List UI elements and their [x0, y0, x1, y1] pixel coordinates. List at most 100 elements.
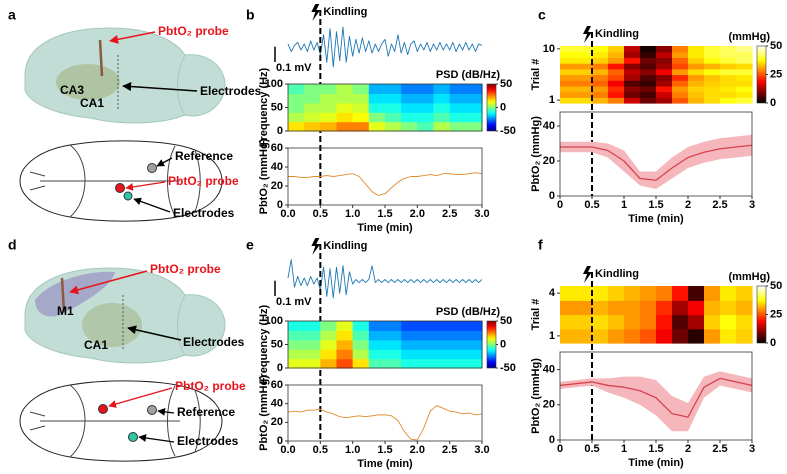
region-label: CA3 — [60, 83, 84, 97]
y-tick-label: 50 — [271, 101, 283, 113]
heatmap-cell — [336, 102, 354, 113]
y-axis-label: PbtO₂ (mmHg) — [258, 138, 270, 214]
heatmap-cell — [592, 328, 609, 344]
heatmap-cell — [433, 358, 451, 369]
heatmap-cell — [656, 314, 673, 330]
heatmap-cell — [417, 121, 435, 132]
heatmap-cell — [704, 74, 721, 81]
heatmap-cell — [560, 80, 577, 87]
heatmap-cell — [736, 46, 753, 53]
heatmap-cell — [449, 321, 467, 331]
heatmap-cell — [560, 91, 577, 98]
heatmap-cell — [608, 328, 625, 344]
error-band — [560, 371, 752, 432]
heatmap-cell — [688, 314, 705, 330]
heatmap-cell — [465, 330, 483, 341]
heatmap-cell — [640, 46, 657, 53]
heatmap-cell — [624, 46, 641, 53]
heatmap-cell — [736, 57, 753, 64]
x-tick-label: 2 — [685, 199, 691, 211]
heatmap-cell — [688, 97, 705, 104]
lightning-icon — [311, 238, 321, 255]
heatmap-cell — [720, 328, 737, 344]
heatmap-cell — [656, 328, 673, 344]
heatmap-cell — [368, 102, 386, 113]
electrodes-label: Electrodes — [177, 434, 239, 448]
heatmap-cell — [736, 97, 753, 104]
heatmap-cell — [336, 358, 354, 369]
heatmap-cell — [672, 97, 689, 104]
heatmap-cell — [433, 121, 451, 132]
heatmap-cell — [608, 68, 625, 76]
heatmap-cell — [465, 121, 483, 132]
y-axis-label: PbtO₂ (mmHg) — [258, 375, 270, 451]
colorbar — [486, 83, 497, 132]
x-tick-label: 2.5 — [442, 444, 457, 456]
probe-label: PbtO₂ probe — [175, 379, 246, 393]
data-line — [287, 259, 483, 299]
sagittal-brain: PbtO₂ probe CA3 CA1 Electrodes — [24, 24, 262, 124]
heatmap-cell — [688, 46, 705, 53]
colorbar-label: PSD (dB/Hz) — [436, 306, 501, 318]
heatmap-cell — [320, 121, 338, 132]
heatmap-cell — [320, 102, 338, 113]
heatmap-cell — [592, 68, 609, 76]
heatmap-cell — [449, 93, 467, 104]
heatmap-cell — [688, 63, 705, 70]
heatmap-cell — [560, 300, 577, 316]
heatmap-cell — [449, 358, 467, 369]
event-label: Kindling — [323, 6, 367, 18]
heatmap-cell — [401, 112, 418, 123]
colorbar-tick-label: 25 — [770, 68, 782, 80]
region-label: M1 — [57, 304, 74, 318]
heatmap-cell — [624, 57, 641, 64]
heatmap-cell — [592, 63, 609, 70]
heatmap-cell — [672, 74, 689, 81]
heatmap-cell — [656, 46, 673, 53]
heatmap-cell — [385, 102, 402, 113]
colorbar-tick-label: 0 — [500, 101, 506, 113]
heatmap-cell — [320, 330, 338, 341]
heatmap-cell — [624, 63, 641, 70]
heatmap-cell — [704, 57, 721, 64]
heatmap-cell — [624, 51, 641, 58]
data-line — [560, 144, 753, 181]
heatmap-cell — [624, 85, 641, 93]
heatmap-cell — [656, 68, 673, 76]
heatmap-cell — [368, 330, 386, 341]
heatmap-cell — [736, 91, 753, 98]
heatmap-cell — [417, 93, 435, 104]
heatmap-cell — [624, 68, 641, 76]
heatmap-cell — [688, 68, 705, 76]
x-tick-label: 1.5 — [377, 208, 392, 220]
heatmap-cell — [465, 93, 483, 104]
heatmap-cell — [385, 93, 402, 104]
heatmap-cell — [304, 84, 321, 94]
heatmap-cell — [368, 93, 386, 104]
y-tick-label: 40 — [271, 398, 283, 410]
probe-label: PbtO₂ probe — [158, 24, 229, 38]
x-tick-label: 2.0 — [410, 208, 425, 220]
heatmap-cell — [592, 314, 609, 330]
dorsal-brain: Reference PbtO₂ probe Electrodes — [19, 140, 239, 222]
heatmap-cell — [352, 349, 370, 360]
heatmap-cell — [560, 328, 577, 344]
heatmap-cell — [688, 80, 705, 87]
heatmap-cell — [736, 68, 753, 76]
heatmap-cell — [368, 121, 386, 132]
heatmap-cell — [720, 63, 737, 70]
heatmap-cell — [720, 80, 737, 87]
heatmap-cell — [401, 321, 418, 331]
y-tick-label: 1 — [549, 94, 555, 106]
heatmap-cell — [688, 57, 705, 64]
heatmap-cell — [592, 91, 609, 98]
heatmap-cell — [720, 68, 737, 76]
heatmap-cell — [433, 321, 451, 331]
heatmap-cell — [352, 330, 370, 341]
y-axis-label: Trial # — [530, 299, 542, 331]
x-tick-label: 3.0 — [474, 208, 489, 220]
panel-label: d — [8, 237, 17, 253]
heatmap-cell — [736, 63, 753, 70]
heatmap-cell — [672, 46, 689, 53]
heatmap-cell — [304, 358, 321, 369]
